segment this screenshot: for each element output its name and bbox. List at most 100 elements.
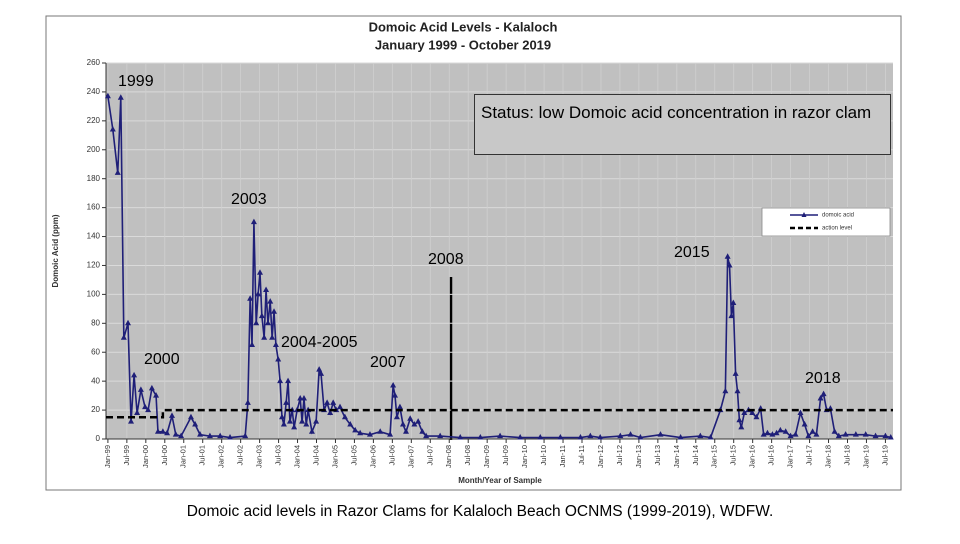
data-point [787, 432, 794, 439]
data-point [300, 395, 307, 401]
x-tick-label: Jul-19 [880, 445, 889, 465]
data-point [261, 334, 268, 340]
data-point [341, 413, 348, 420]
y-tick-label: 260 [87, 58, 101, 67]
x-axis-label: Month/Year of Sample [458, 476, 542, 485]
data-point [377, 428, 384, 434]
data-point [852, 431, 859, 437]
data-point [258, 312, 265, 319]
data-point [197, 431, 204, 437]
x-tick-label: Jul-00 [160, 445, 169, 465]
data-point [357, 429, 364, 436]
data-point [286, 418, 293, 424]
data-point [726, 261, 733, 268]
x-tick-label: Jul-12 [615, 445, 624, 465]
x-tick-label: Jan-11 [558, 445, 567, 467]
legend-label: domoic acid [822, 213, 854, 219]
data-point [134, 409, 141, 415]
data-point [835, 432, 842, 439]
data-point [277, 377, 284, 384]
series-line [106, 408, 893, 419]
data-point [390, 381, 397, 388]
data-point [722, 387, 729, 394]
x-tick-label: Jul-10 [539, 445, 548, 465]
annotation: 2004-2005 [281, 334, 358, 351]
data-point [283, 399, 290, 405]
data-point [777, 426, 784, 433]
data-point [347, 421, 354, 427]
x-tick-label: Jan-04 [293, 445, 302, 468]
data-point [187, 413, 194, 420]
data-point [278, 413, 285, 420]
data-point [387, 431, 394, 437]
data-point [131, 371, 138, 378]
y-tick-label: 160 [87, 203, 101, 212]
y-tick-label: 80 [91, 318, 100, 327]
data-point [732, 370, 739, 376]
data-point [242, 432, 249, 439]
data-point [769, 431, 776, 437]
y-tick-label: 200 [87, 145, 101, 154]
data-point [697, 432, 704, 439]
data-point [517, 434, 524, 440]
data-point [730, 299, 737, 306]
x-tick-label: Jul-07 [425, 445, 434, 465]
data-point [820, 390, 827, 397]
data-point [271, 308, 278, 314]
data-point [154, 428, 161, 434]
x-tick-label: Jan-00 [141, 445, 150, 468]
status-box: Status: low Domoic acid concentration in… [474, 94, 891, 155]
data-point [249, 341, 256, 347]
data-point [109, 126, 116, 132]
y-tick-label: 40 [91, 376, 100, 385]
data-point [280, 421, 287, 427]
data-point [396, 403, 403, 410]
y-tick-label: 240 [87, 87, 101, 96]
data-point [399, 421, 406, 427]
x-tick-label: Jan-99 [103, 445, 112, 468]
annotation: 2003 [231, 191, 267, 208]
x-tick-label: Jul-16 [767, 445, 776, 465]
data-point [760, 431, 767, 437]
data-point [587, 432, 594, 439]
data-point [168, 412, 175, 418]
data-point [313, 418, 320, 424]
data-point [887, 434, 894, 440]
data-point [308, 428, 315, 434]
data-point [842, 431, 849, 437]
x-tick-label: Jan-05 [330, 445, 339, 468]
data-point [497, 432, 504, 439]
x-tick-label: Jan-08 [444, 445, 453, 468]
data-point [882, 432, 889, 439]
data-point [275, 355, 282, 362]
data-point [419, 428, 426, 434]
x-tick-label: Jul-05 [349, 445, 358, 465]
y-tick-label: 100 [87, 289, 101, 298]
chart-subtitle: January 1999 - October 2019 [375, 37, 551, 52]
x-tick-label: Jan-10 [520, 445, 529, 468]
data-point [393, 413, 400, 420]
data-point [366, 431, 373, 437]
data-point [217, 432, 224, 439]
y-tick-label: 180 [87, 174, 101, 183]
data-point [192, 421, 199, 427]
data-point [872, 432, 879, 439]
annotation: 2007 [370, 354, 406, 371]
data-point [773, 429, 780, 436]
data-point [797, 409, 804, 415]
legend-marker [801, 212, 807, 217]
data-point [114, 169, 121, 175]
legend-label: action level [822, 226, 852, 232]
annotation: 2008 [428, 251, 464, 268]
data-point [764, 429, 771, 436]
data-point [142, 403, 149, 410]
data-point [862, 431, 869, 437]
data-point [172, 431, 179, 437]
data-point [392, 392, 399, 398]
x-tick-label: Jan-12 [596, 445, 605, 468]
x-tick-label: Jan-07 [406, 445, 415, 468]
data-point [724, 253, 731, 259]
x-tick-label: Jan-15 [710, 445, 719, 468]
